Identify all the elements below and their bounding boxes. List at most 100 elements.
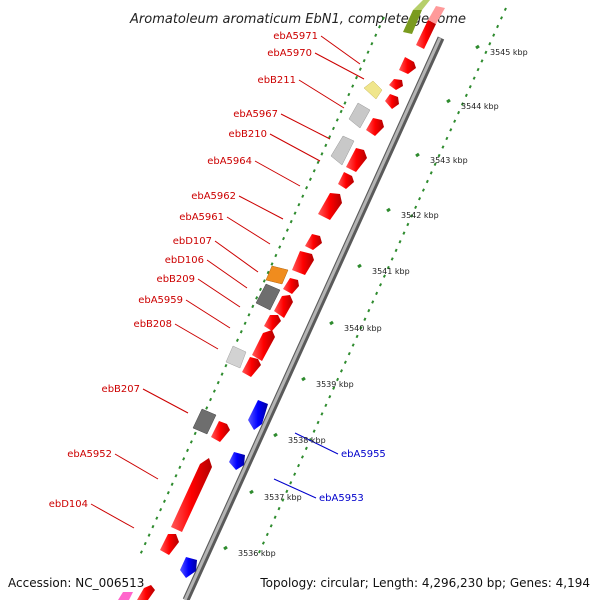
gene-arrow-ebB210-b [346, 148, 367, 172]
scale-label: 3540 kbp [344, 324, 382, 333]
forward-tick [266, 270, 270, 275]
gene-label-ebB211: ebB211 [258, 75, 296, 86]
outer-tick [382, 274, 386, 278]
forward-tick [178, 465, 182, 470]
forward-tick [189, 440, 193, 444]
forward-tick [162, 499, 166, 503]
outer-tick [394, 248, 398, 253]
outer-tick [425, 179, 429, 184]
forward-tick [239, 330, 243, 334]
outer-tick [414, 205, 418, 210]
gene-arrow-reverse-bottom [180, 557, 197, 578]
scale-label: 3542 kbp [401, 211, 439, 220]
forward-tick [324, 143, 328, 148]
gene-arrow-ebB210 [330, 135, 355, 166]
forward-tick [278, 245, 282, 249]
scale-label: 3537 kbp [264, 493, 302, 502]
gene-arrow-ebD107 [292, 251, 314, 275]
gene-arrow-ebA5952 [171, 458, 212, 532]
scale-major-tick [357, 263, 362, 269]
scale-major-tick [223, 545, 228, 551]
forward-tick [285, 228, 289, 232]
outer-tick [265, 532, 269, 537]
forward-tick [289, 219, 293, 224]
forward-tick [247, 313, 251, 317]
outer-tick [390, 257, 394, 261]
forward-tick [186, 448, 190, 453]
outer-tick [277, 506, 281, 511]
outer-tick [300, 455, 304, 459]
forward-tick [270, 262, 274, 266]
outer-tick [488, 42, 492, 46]
gene-arrow-ebA5960-a [385, 94, 399, 109]
scale-label: 3541 kbp [372, 267, 410, 276]
forward-tick [174, 474, 178, 478]
forward-tick [370, 41, 374, 46]
gene-arrow-ebB209 [255, 283, 281, 311]
outer-tick [402, 231, 406, 235]
outer-tick [339, 369, 343, 373]
outer-tick [433, 162, 437, 166]
forward-tick [193, 431, 197, 436]
forward-tick [335, 118, 339, 122]
scale-label: 3538 kbp [288, 436, 326, 445]
outer-tick [421, 188, 425, 192]
outer-tick [316, 420, 320, 425]
gene-label-ebB208: ebB208 [134, 319, 172, 330]
forward-tick [220, 372, 224, 376]
gene-label-ebA5961: ebA5961 [179, 212, 224, 223]
forward-tick [166, 491, 170, 495]
gene-arrow-top-olive [403, 0, 430, 34]
topology-text: Topology: circular; Length: 4,296,230 bp… [259, 576, 590, 590]
gene-arrow-top-red [416, 6, 445, 49]
outer-tick [449, 128, 453, 132]
scale-major-tick [329, 320, 334, 326]
forward-tick [347, 92, 351, 97]
gene-label-ebA5952: ebA5952 [67, 449, 112, 460]
gene-arrow-ebB207-b [211, 421, 230, 442]
forward-tick [258, 287, 262, 292]
outer-tick [320, 412, 324, 416]
gene-arrow-ebD106 [265, 265, 289, 285]
forward-tick [170, 482, 174, 486]
gene-arrow-ebA5962 [318, 193, 342, 220]
forward-tick [205, 406, 209, 410]
gene-arrow-ebA5961 [305, 234, 322, 250]
outer-tick [496, 24, 500, 29]
map-title: Aromatoleum aromaticum EbN1, complete ge… [129, 12, 466, 27]
gene-arrow-ebD106-b [283, 278, 299, 294]
gene-label-ebA5962: ebA5962 [191, 191, 236, 202]
outer-tick [285, 489, 289, 494]
forward-tick [328, 135, 332, 139]
gene-arrow-ebB207 [192, 408, 217, 435]
leader-line [174, 323, 219, 350]
gene-arrow-ebA5967 [348, 102, 371, 129]
outer-tick [273, 515, 277, 519]
gene-arrow-ebA5953 [229, 452, 245, 470]
forward-tick [155, 516, 159, 520]
gene-arrow-ebB208 [252, 330, 275, 361]
forward-tick [331, 126, 335, 131]
outer-tick [293, 472, 297, 476]
forward-tick [262, 279, 266, 283]
forward-tick [351, 84, 355, 88]
outer-tick [297, 463, 301, 468]
gene-label-ebA5953: ebA5953 [319, 493, 364, 504]
gene-arrow-bottom-pink [118, 592, 133, 600]
forward-tick [255, 296, 259, 300]
gene-arrow-ebA5959 [274, 295, 293, 318]
outer-tick [492, 33, 496, 37]
leader-line [114, 453, 159, 480]
outer-tick [281, 498, 285, 502]
gene-arrow-ebA5964 [338, 172, 354, 189]
forward-tick [224, 363, 228, 368]
scale-major-tick [415, 152, 420, 158]
outer-tick [332, 386, 336, 390]
leader-line [294, 432, 339, 455]
outer-tick [289, 481, 293, 485]
outer-tick [269, 524, 273, 528]
outer-tick [457, 110, 461, 115]
outer-tick [261, 541, 265, 545]
forward-tick [312, 169, 316, 173]
outer-tick [367, 308, 371, 313]
